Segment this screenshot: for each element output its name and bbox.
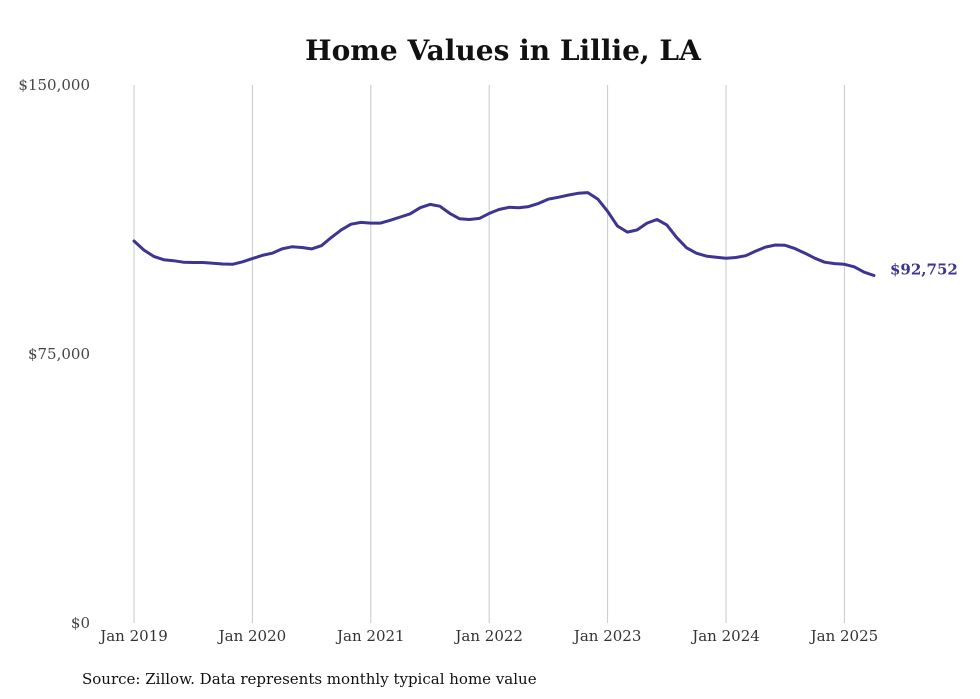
x-tick-label: Jan 2024 bbox=[690, 627, 760, 645]
x-tick-label: Jan 2021 bbox=[335, 627, 405, 645]
series-line bbox=[132, 191, 876, 277]
source-note: Source: Zillow. Data represents monthly … bbox=[82, 670, 537, 688]
series-group: $92,752 bbox=[132, 191, 958, 278]
x-tick-label: Jan 2025 bbox=[809, 627, 879, 645]
x-axis-ticks: Jan 2019 Jan 2020 Jan 2021 Jan 2022 Jan 2023… bbox=[98, 627, 878, 645]
end-value-label: $92,752 bbox=[890, 260, 958, 278]
gridlines bbox=[133, 85, 845, 623]
x-tick-label: Jan 2022 bbox=[453, 627, 523, 645]
x-tick-label: Jan 2023 bbox=[572, 627, 642, 645]
chart-title: Home Values in Lillie, LA bbox=[305, 34, 702, 67]
y-tick-label: $0 bbox=[71, 614, 90, 632]
x-tick-label: Jan 2020 bbox=[217, 627, 287, 645]
y-tick-label: $150,000 bbox=[18, 76, 90, 94]
y-axis-ticks: $0 $75,000 $150,000 bbox=[18, 76, 90, 632]
y-tick-label: $75,000 bbox=[28, 345, 90, 363]
x-tick-label: Jan 2019 bbox=[98, 627, 168, 645]
